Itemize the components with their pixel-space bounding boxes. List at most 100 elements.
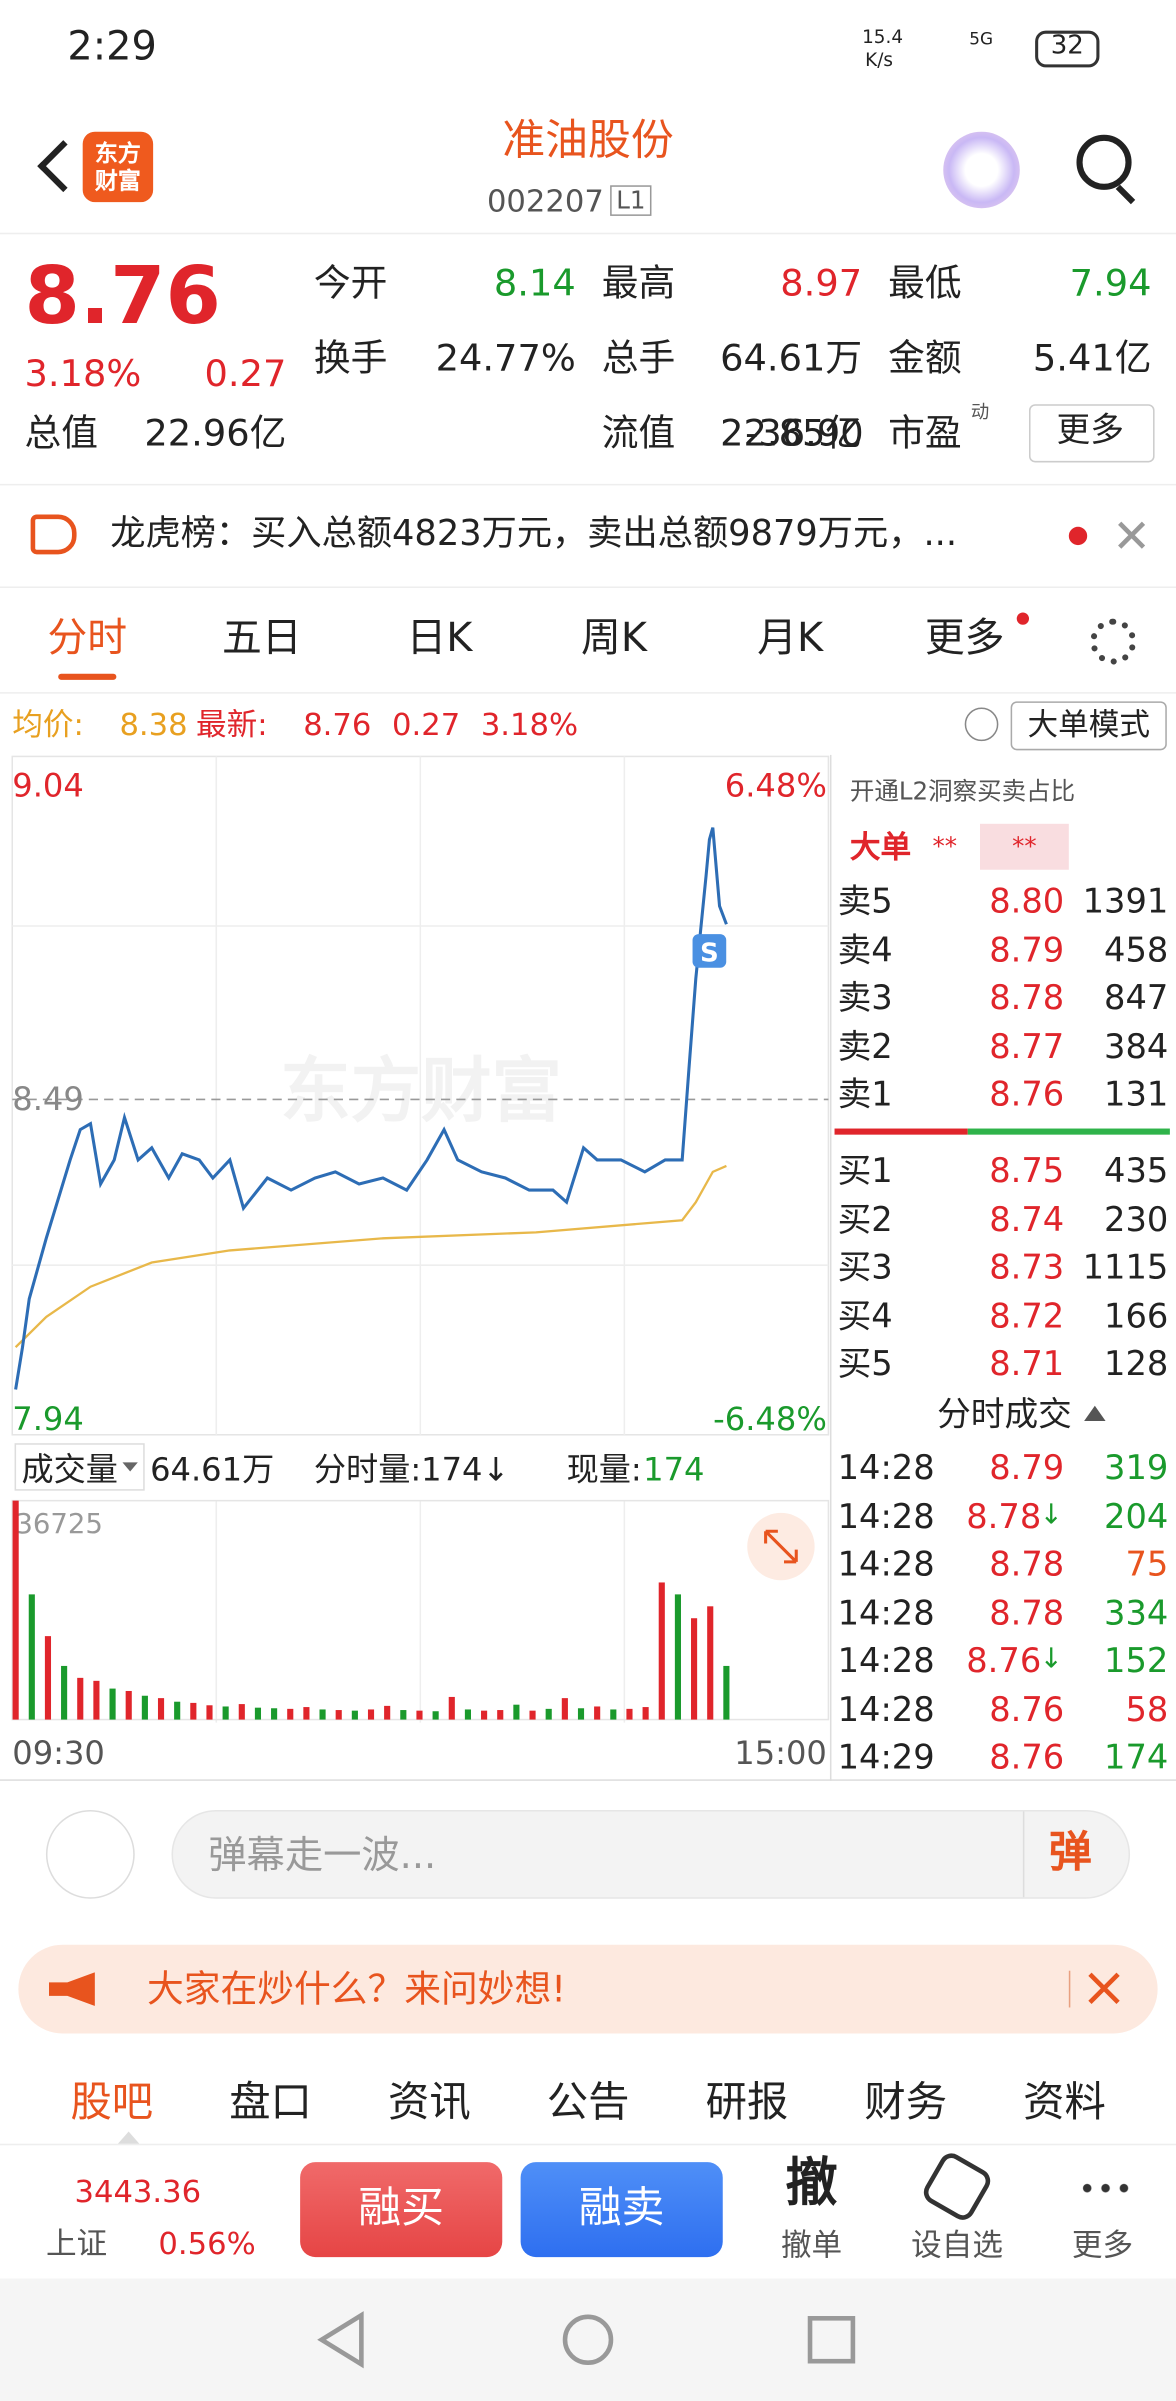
stat-label: 换手 xyxy=(314,340,388,377)
price: 8.76 xyxy=(25,257,221,337)
trades-title: 分时成交 xyxy=(937,1400,1072,1434)
trade-volume: 174 xyxy=(1104,1743,1168,1777)
trade-price: 8.78 xyxy=(989,1598,1064,1632)
assistant-avatar[interactable] xyxy=(943,132,1020,209)
book-label: 买4 xyxy=(838,1301,893,1335)
divider xyxy=(1069,1971,1071,2008)
book-price: 8.75 xyxy=(989,1156,1064,1190)
cancel-icon[interactable]: 撤 xyxy=(786,2158,838,2210)
bottom-tab[interactable]: 公告 xyxy=(547,2083,630,2124)
trade-price: 8.79 xyxy=(989,1453,1064,1487)
label: 最新: xyxy=(196,709,268,740)
book-volume: 847 xyxy=(1104,983,1168,1017)
search-button[interactable] xyxy=(1076,135,1131,190)
back-button[interactable] xyxy=(37,140,89,192)
volume-bar xyxy=(223,1706,229,1719)
volume-bar xyxy=(659,1582,665,1719)
tab[interactable]: 月K xyxy=(757,619,823,659)
stat-label: 最高 xyxy=(602,265,676,302)
volume-bar xyxy=(465,1709,471,1719)
volume-bar xyxy=(13,1501,19,1720)
stat-label: 流值 xyxy=(602,415,676,452)
danmaku-toggle[interactable] xyxy=(46,1810,135,1899)
status-bar xyxy=(0,0,1176,98)
volume-bar xyxy=(433,1711,439,1719)
volume-bar xyxy=(352,1711,358,1720)
book-label: 买1 xyxy=(838,1156,893,1190)
book-volume: 435 xyxy=(1104,1156,1168,1190)
volume-bar xyxy=(271,1708,277,1719)
bottom-tab[interactable]: 盘口 xyxy=(229,2083,312,2124)
label[interactable]: 融买 xyxy=(358,2187,444,2230)
stat-value: 7.94 xyxy=(1070,265,1152,302)
label[interactable]: 设自选 xyxy=(911,2230,1003,2261)
banner-text[interactable]: 大家在炒什么？来问妙想! xyxy=(147,1971,566,2008)
bottom-tab[interactable]: 资讯 xyxy=(388,2083,471,2124)
volume-bar xyxy=(319,1709,325,1719)
volume-bar xyxy=(723,1666,729,1720)
l2-promo[interactable]: 开通L2洞察买卖占比 xyxy=(850,779,1075,804)
tab[interactable]: 分时 xyxy=(47,619,127,659)
battery-level: 32 xyxy=(1051,34,1084,60)
more-button-label[interactable]: 更多 xyxy=(1057,415,1124,449)
volume-current-label: 现量: xyxy=(567,1451,642,1489)
divider xyxy=(0,692,1176,694)
trade-volume: 319 xyxy=(1104,1453,1168,1487)
tab-dot xyxy=(1017,613,1029,625)
volume-bar xyxy=(126,1691,132,1720)
bottom-tab[interactable]: 股吧 xyxy=(70,2083,153,2124)
label: 3.18% xyxy=(25,355,142,392)
book-price: 8.76 xyxy=(989,1080,1064,1114)
label: 0.27 xyxy=(205,355,287,392)
tab[interactable]: 日K xyxy=(406,619,472,659)
tab-indicator xyxy=(58,674,116,680)
trade-marker-label: S xyxy=(700,939,719,969)
bottom-tab[interactable]: 研报 xyxy=(706,2083,789,2124)
divider xyxy=(0,233,1176,235)
volume-bar xyxy=(368,1709,374,1719)
trade-time: 14:28 xyxy=(838,1646,935,1680)
book-volume: 1391 xyxy=(1083,887,1169,921)
tab-pointer xyxy=(118,2132,139,2144)
trade-volume: 75 xyxy=(1125,1550,1168,1584)
book-label: 卖4 xyxy=(838,935,893,969)
help-icon[interactable] xyxy=(965,707,999,741)
stat-value: 64.61万 xyxy=(720,340,862,377)
trade-time: 14:28 xyxy=(838,1501,935,1535)
tab[interactable]: 周K xyxy=(581,619,647,659)
volume-bar xyxy=(578,1708,584,1719)
label[interactable]: 撤单 xyxy=(781,2230,842,2261)
volume-bar xyxy=(497,1710,503,1720)
settings-button[interactable] xyxy=(1090,619,1136,665)
label: 大单 xyxy=(850,831,911,862)
send-button[interactable]: 弹 xyxy=(1049,1831,1092,1874)
label[interactable]: 融卖 xyxy=(579,2187,665,2230)
volume-bar xyxy=(303,1707,309,1720)
bottom-tab[interactable]: 资料 xyxy=(1023,2083,1106,2124)
tab[interactable]: 五日 xyxy=(222,619,302,659)
bottom-tab[interactable]: 财务 xyxy=(864,2083,947,2124)
book-price: 8.72 xyxy=(989,1301,1064,1335)
label: 8.38 xyxy=(119,709,187,740)
nav-bar xyxy=(0,2279,1176,2401)
volume-current: 174 xyxy=(643,1451,704,1489)
label[interactable]: 大单模式 xyxy=(1027,709,1150,740)
stat-value: -36.90 xyxy=(745,415,863,452)
trade-time: 14:28 xyxy=(838,1453,935,1487)
x-tick-label: 09:30 xyxy=(12,1734,105,1772)
notice-text[interactable]: 龙虎榜：买入总额4823万元，卖出总额9879万元，... xyxy=(110,518,957,553)
trade-time: 14:29 xyxy=(838,1743,935,1777)
volume-bar xyxy=(206,1705,212,1719)
comment-placeholder[interactable]: 弹幕走一波... xyxy=(208,1836,436,1874)
close-spot[interactable] xyxy=(1159,764,1161,766)
stat-sup: 动 xyxy=(971,403,989,421)
label[interactable]: 更多 xyxy=(1072,2230,1133,2261)
volume-bar xyxy=(61,1666,67,1720)
volume-bar xyxy=(336,1710,342,1720)
volume-bar xyxy=(546,1709,552,1720)
tab[interactable]: 更多 xyxy=(925,619,1005,659)
label: 0.56% xyxy=(158,2228,255,2259)
book-volume: 458 xyxy=(1104,935,1168,969)
